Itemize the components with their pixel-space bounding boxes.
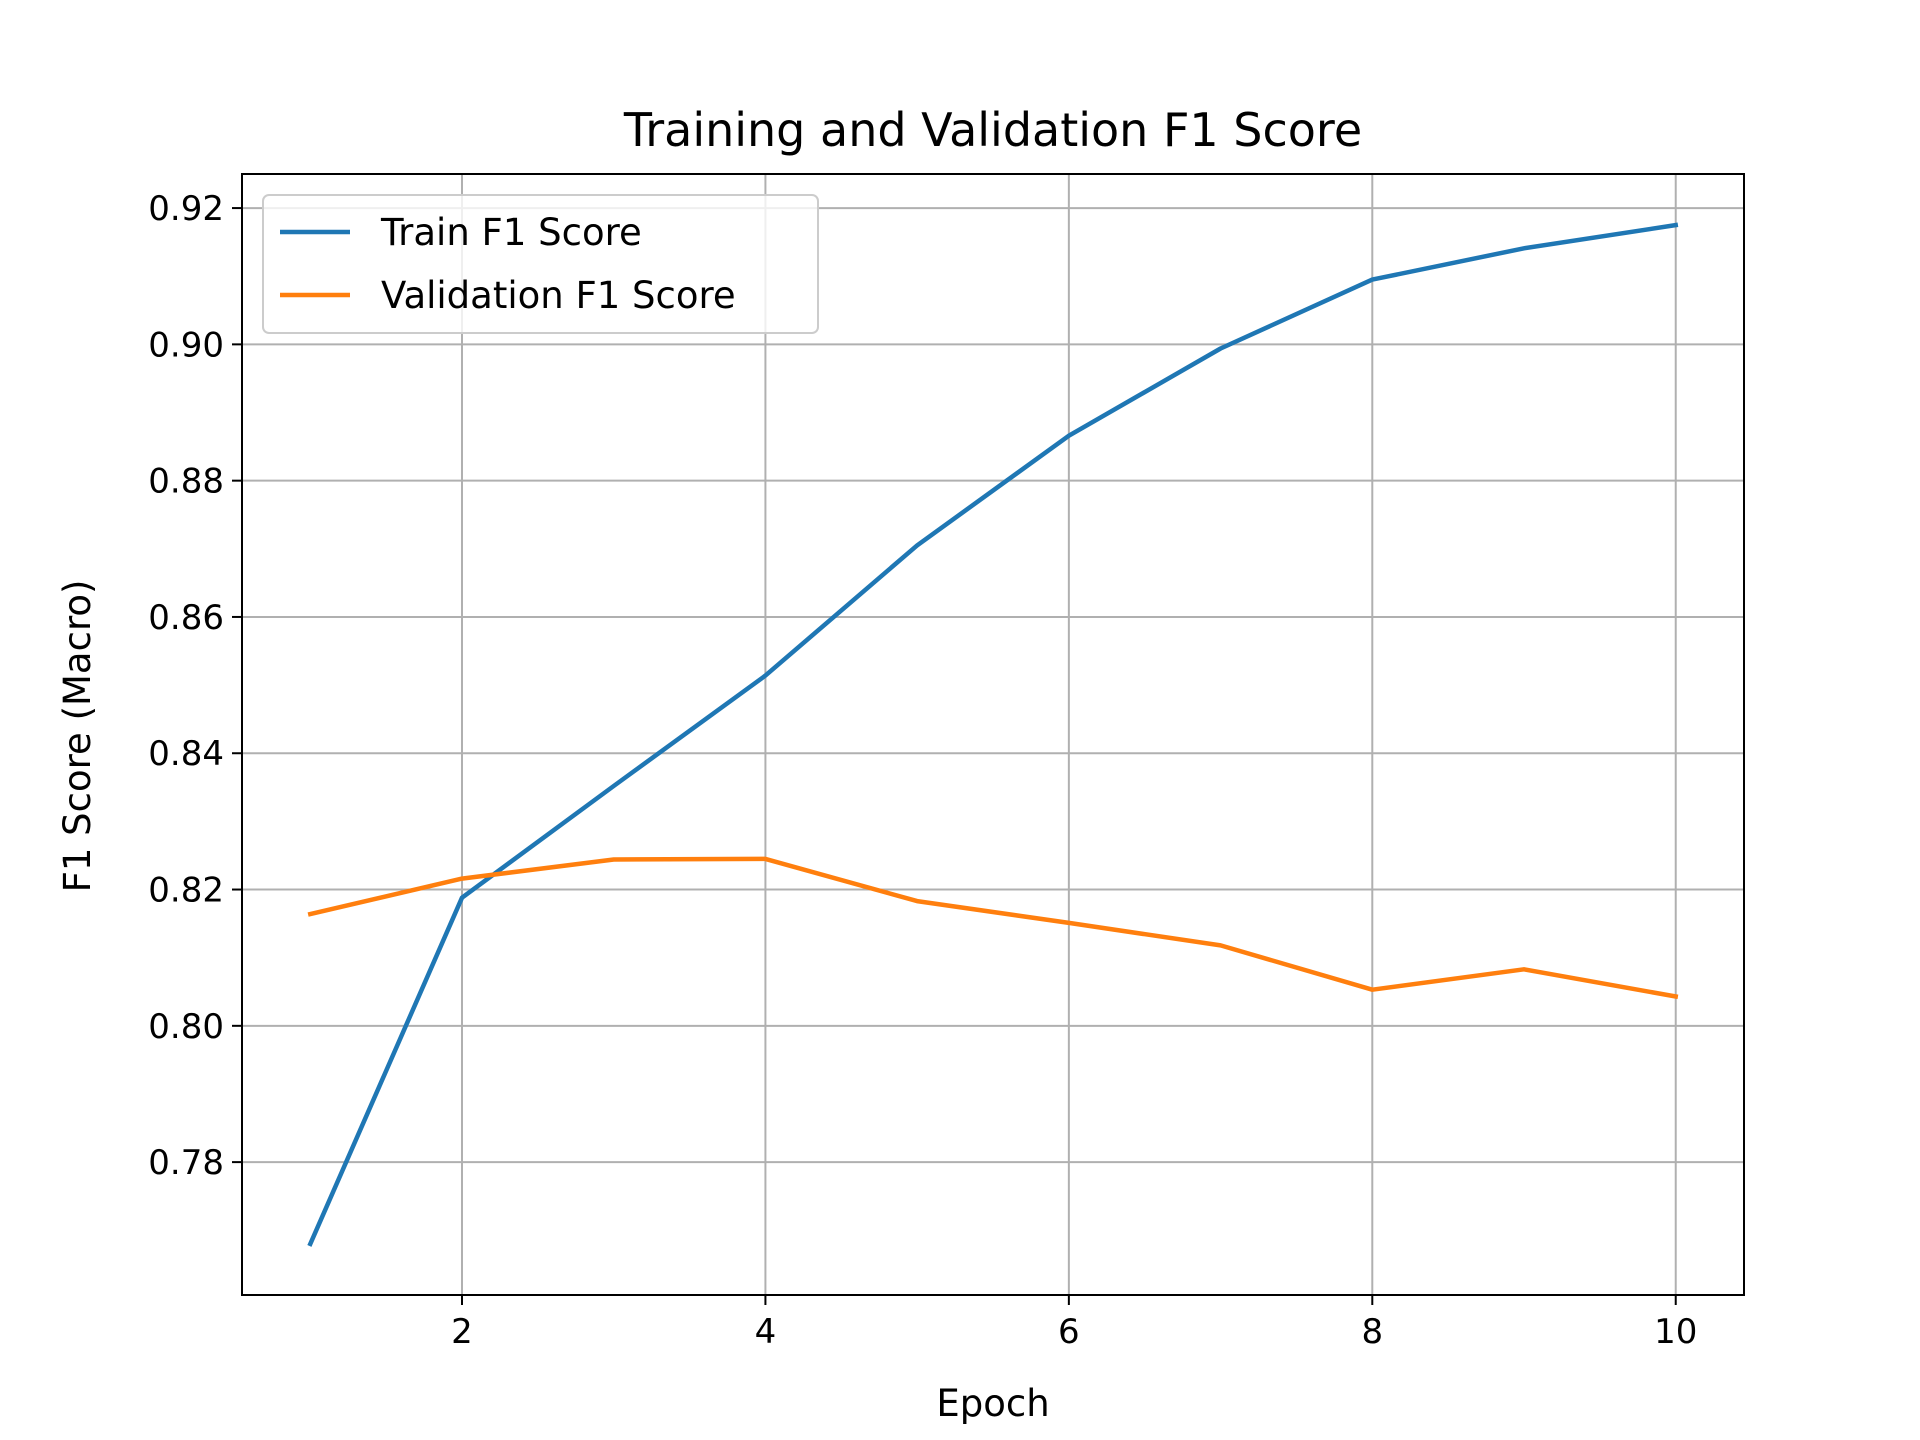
y-tick-label: 0.86 — [148, 598, 224, 638]
y-tick-label: 0.92 — [148, 189, 224, 229]
x-tick-label: 6 — [1058, 1312, 1080, 1352]
y-tick-label: 0.90 — [148, 325, 224, 365]
y-tick-label: 0.88 — [148, 462, 224, 502]
chart-title: Training and Validation F1 Score — [623, 103, 1362, 157]
legend-entry-label: Validation F1 Score — [381, 274, 736, 317]
plot-area-frame — [241, 173, 1745, 1296]
y-tick-label: 0.80 — [148, 1007, 224, 1047]
series-line-train — [307, 222, 1679, 1247]
axis-ticks: 2 4 6 8 10 0.78 0.80 0.82 0.84 0.86 0.88 0.90 0.92 — [148, 189, 1697, 1352]
legend-box — [262, 194, 819, 334]
grid-lines — [242, 174, 1744, 1295]
x-tick-label: 8 — [1361, 1312, 1383, 1352]
x-tick-label: 2 — [451, 1312, 473, 1352]
x-tick-label: 4 — [755, 1312, 777, 1352]
y-tick-label: 0.78 — [148, 1143, 224, 1183]
y-tick-label: 0.82 — [148, 871, 224, 911]
legend-entry-label: Train F1 Score — [380, 211, 642, 254]
x-tick-label: 10 — [1654, 1312, 1697, 1352]
y-tick-label: 0.84 — [148, 734, 224, 774]
x-axis-label: Epoch — [936, 1382, 1049, 1425]
series-line-validation — [307, 856, 1679, 1000]
series-lines — [307, 222, 1679, 1247]
y-axis-label: F1 Score (Macro) — [56, 580, 99, 893]
legend: Train F1 Score Validation F1 Score — [262, 194, 819, 334]
